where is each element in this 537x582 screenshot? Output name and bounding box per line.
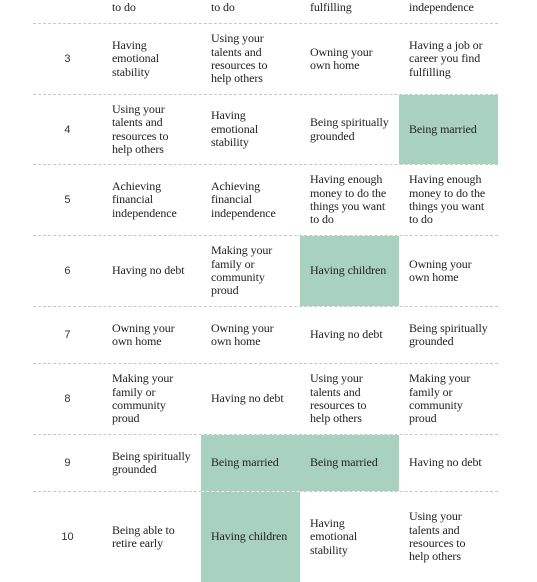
table-cell-highlighted: Being married xyxy=(299,435,399,491)
cell-text: Being married xyxy=(309,455,378,470)
table-cell: Having emotional stability xyxy=(102,24,201,94)
cell-text: Using your talents and resources to help… xyxy=(111,101,169,156)
table-row: 6 Having no debt Making your family or com… xyxy=(33,236,498,307)
table-cell: Using your talents and resources to help… xyxy=(399,492,498,582)
cell-text: Making your family or community proud xyxy=(111,371,174,426)
table-cell: Using your talents and resources to help… xyxy=(102,95,201,164)
table-cell: Owning your own home xyxy=(201,307,300,363)
table-cell: Making your family or community proud xyxy=(399,364,498,434)
table-row: 8 Making your family or community proud Ha… xyxy=(33,364,498,435)
table-cell: Having emotional stability xyxy=(300,492,399,582)
rank-number: 8 xyxy=(64,393,71,405)
rank-number: 3 xyxy=(64,53,71,65)
table-cell: Having a job or career you find fulfilli… xyxy=(300,0,399,23)
table-cell: Having no debt xyxy=(399,435,498,491)
table-row: 5 Achieving financial independence Achievi… xyxy=(33,165,498,236)
cell-text: Owning your own home xyxy=(409,256,472,284)
table-cell: Using your talents and resources to help… xyxy=(300,364,399,434)
cell-text: Achieving financial independence xyxy=(210,178,276,220)
table-cell: Being spiritually grounded xyxy=(102,435,201,491)
cell-text: Having a job or career you find fulfilli… xyxy=(309,0,352,14)
table-row: 4 Using your talents and resources to hel… xyxy=(33,95,499,165)
table-cell-highlighted: Having children xyxy=(200,492,300,582)
table-cell: Having enough money to do the things you… xyxy=(300,165,399,235)
table-row: 9 Being spiritually grounded Being married… xyxy=(33,435,498,492)
cell-text: Being spiritually grounded xyxy=(409,320,488,348)
rank-number: 6 xyxy=(64,265,71,277)
rank-number: 10 xyxy=(61,531,74,543)
cell-text: Having no debt xyxy=(111,263,185,278)
table-cell: Being spiritually grounded xyxy=(399,307,498,363)
table-row: 3 Having emotional stability Using your ta… xyxy=(33,24,498,95)
cell-text: Being spiritually grounded xyxy=(309,115,389,143)
cell-text: Owning your own home xyxy=(210,320,274,348)
cell-text: Having no debt xyxy=(309,327,383,342)
table-cell: Owning your own home xyxy=(399,236,498,306)
cell-text: Having no debt xyxy=(210,391,284,406)
cell-text: Having enough money to do the things you… xyxy=(111,0,136,14)
rank-number: 5 xyxy=(64,194,71,206)
table-cell: Achieving financial independence xyxy=(399,0,498,23)
cell-text: Having emotional stability xyxy=(309,515,358,557)
table-cell: Achieving financial independence xyxy=(201,165,300,235)
rank-number: 7 xyxy=(64,329,71,341)
table-cell-highlighted: Being married xyxy=(200,435,300,491)
table-row: 10 Being able to retire early Having child… xyxy=(33,492,498,582)
table-cell-highlighted: Having children xyxy=(299,236,399,306)
table-cell-highlighted: Being married xyxy=(399,95,499,164)
cell-text: Having enough money to do the things you… xyxy=(409,172,486,227)
table-cell: Having no debt xyxy=(201,364,300,434)
table-cell: Using your talents and resources to help… xyxy=(201,24,300,94)
ranking-table: Having enough money to do the things you… xyxy=(33,0,499,582)
cell-text: Having a job or career you find fulfilli… xyxy=(409,37,483,79)
cell-text: Having enough money to do the things you… xyxy=(309,172,387,227)
rank-number xyxy=(33,0,102,23)
cell-text: Owning your own home xyxy=(111,320,175,348)
table-cell: Being spiritually grounded xyxy=(300,95,399,164)
cell-text: Having no debt xyxy=(409,455,482,470)
table-cell: Being able to retire early xyxy=(102,492,201,582)
cell-text: Having enough money to do the things you… xyxy=(210,0,235,14)
cell-text: Achieving financial independence xyxy=(409,0,474,14)
cell-text: Using your talents and resources to help… xyxy=(309,371,367,426)
table-cell: Having enough money to do the things you… xyxy=(399,165,498,235)
table-cell: Having a job or career you find fulfilli… xyxy=(399,24,498,94)
table-row: 7 Owning your own home Owning your own hom… xyxy=(33,307,498,364)
cell-text: Having children xyxy=(309,263,387,278)
table-cell: Having enough money to do the things you… xyxy=(102,0,201,23)
cell-text: Making your family or community proud xyxy=(210,243,273,298)
table-cell: Having enough money to do the things you… xyxy=(201,0,300,23)
cell-text: Having emotional stability xyxy=(210,108,259,150)
cell-text: Being able to retire early xyxy=(111,522,175,550)
cell-text: Achieving financial independence xyxy=(111,178,177,220)
table-cell: Having no debt xyxy=(300,307,399,363)
cell-text: Making your family or community proud xyxy=(409,371,471,426)
cell-text: Being married xyxy=(409,121,477,136)
rank-number: 9 xyxy=(64,457,71,469)
rank-number: 4 xyxy=(64,123,71,136)
table-cell: Having emotional stability xyxy=(201,95,300,164)
cell-text: Owning your own home xyxy=(309,44,373,72)
cell-text: Using your talents and resources to help… xyxy=(409,509,466,564)
cell-text: Having children xyxy=(210,529,288,544)
cell-text: Being spiritually grounded xyxy=(111,448,191,476)
table-row: Having enough money to do the things you… xyxy=(33,0,498,24)
table-cell: Making your family or community proud xyxy=(201,236,300,306)
cell-text: Being married xyxy=(210,455,279,470)
table-cell: Owning your own home xyxy=(300,24,399,94)
table-cell: Making your family or community proud xyxy=(102,364,201,434)
table-cell: Achieving financial independence xyxy=(102,165,201,235)
cell-text: Using your talents and resources to help… xyxy=(210,31,268,86)
cell-text: Having emotional stability xyxy=(111,37,160,79)
table-cell: Having no debt xyxy=(102,236,201,306)
table-cell: Owning your own home xyxy=(102,307,201,363)
